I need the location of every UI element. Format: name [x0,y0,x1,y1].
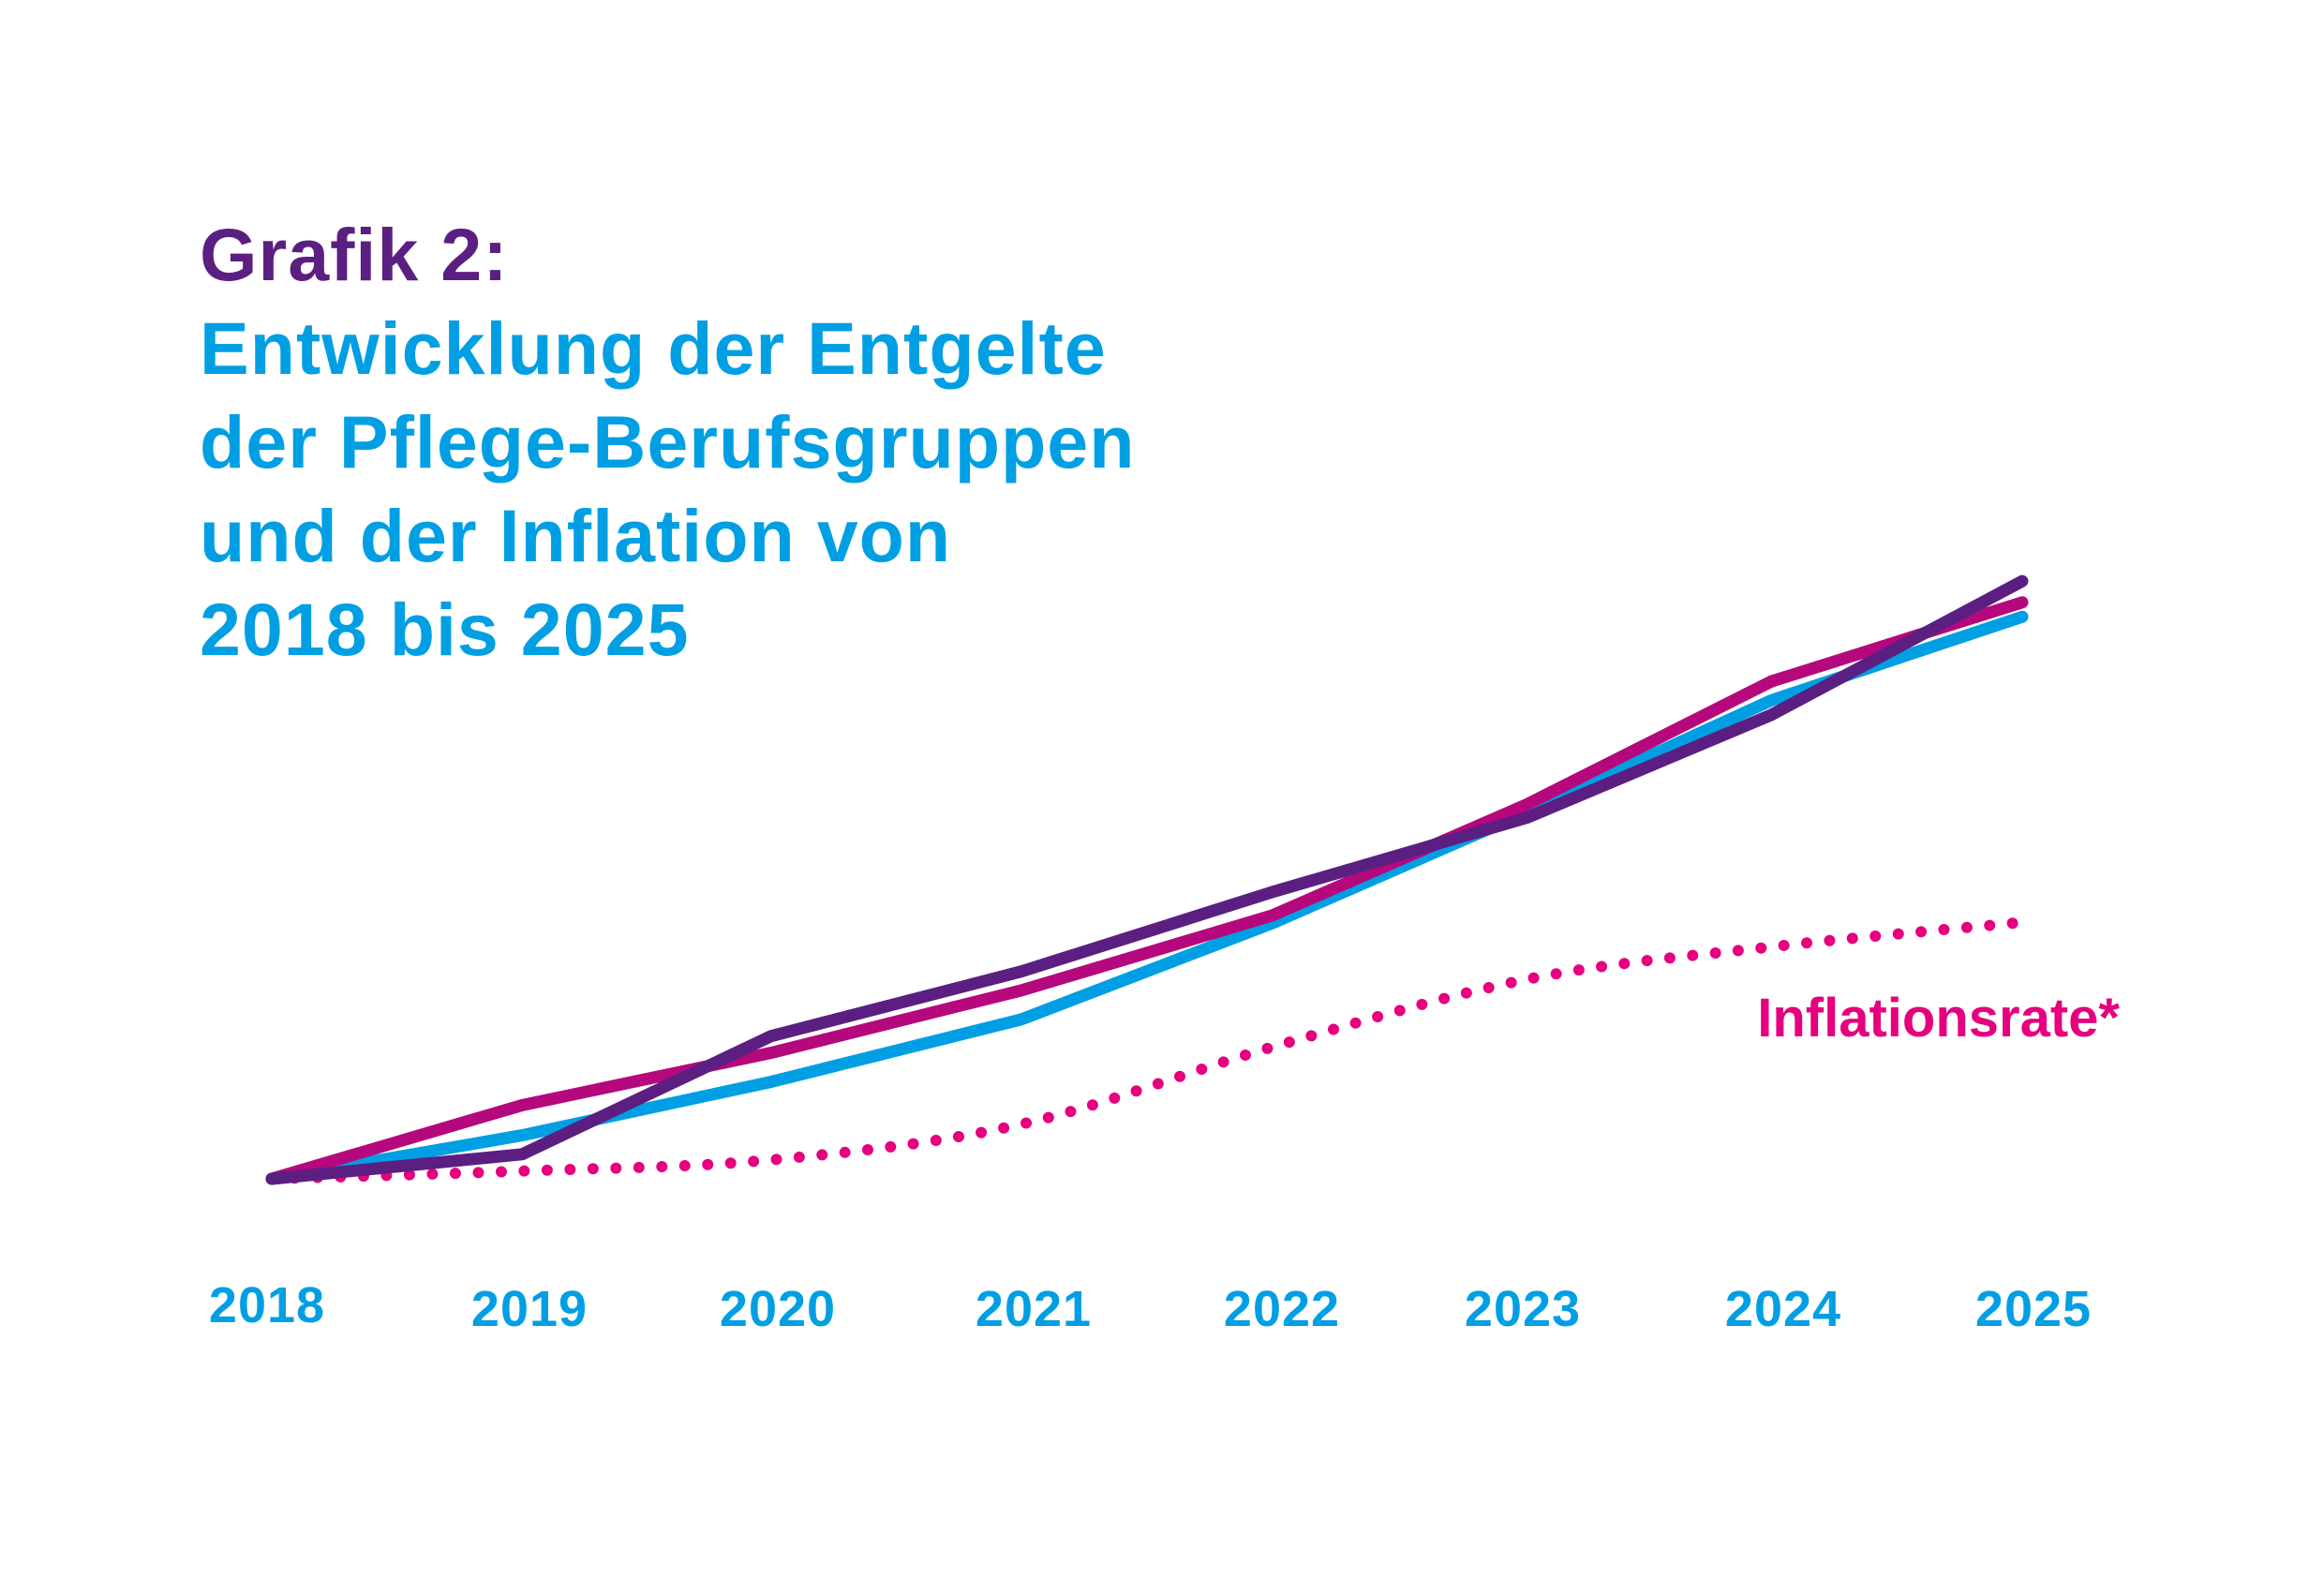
x-tick-label-2019: 2019 [471,1281,588,1337]
series-line-inflation [266,916,2028,1184]
x-tick-label-2024: 2024 [1725,1281,1841,1337]
series-line-0 [265,610,2029,1185]
x-tick-label-2018: 2018 [209,1277,325,1333]
x-axis-labels: 2018 2019 2020 2021 2022 2023 2024 2025 [209,1277,2092,1337]
x-tick-label-2023: 2023 [1465,1281,1581,1337]
series-3 [266,916,2028,1184]
series-annotation-inflation: Inflationsrate* [1757,988,2120,1049]
series-line-1 [265,596,2029,1185]
series-0 [265,610,2029,1185]
chart-kicker: Grafik 2: [200,213,509,296]
chart-title-line-2: der Pflege-Berufsgruppen [200,400,1136,484]
x-tick-label-2025: 2025 [1975,1281,2092,1337]
chart-title-line-1: Entwicklung der Entgelte [200,306,1107,390]
series-layer [265,574,2029,1185]
x-tick-label-2020: 2020 [720,1281,836,1337]
chart-title-line-4: 2018 bis 2025 [200,588,690,671]
x-tick-label-2021: 2021 [976,1281,1092,1337]
x-tick-label-2022: 2022 [1224,1281,1340,1337]
chart-heading: Grafik 2: Entwicklung der Entgelte der P… [200,208,1135,677]
series-2 [265,574,2029,1185]
series-1 [265,596,2029,1185]
series-line-2 [265,574,2029,1185]
chart-title-line-3: und der Inflation von [200,494,952,577]
annotation-layer: Inflationsrate* [1757,988,2120,1049]
